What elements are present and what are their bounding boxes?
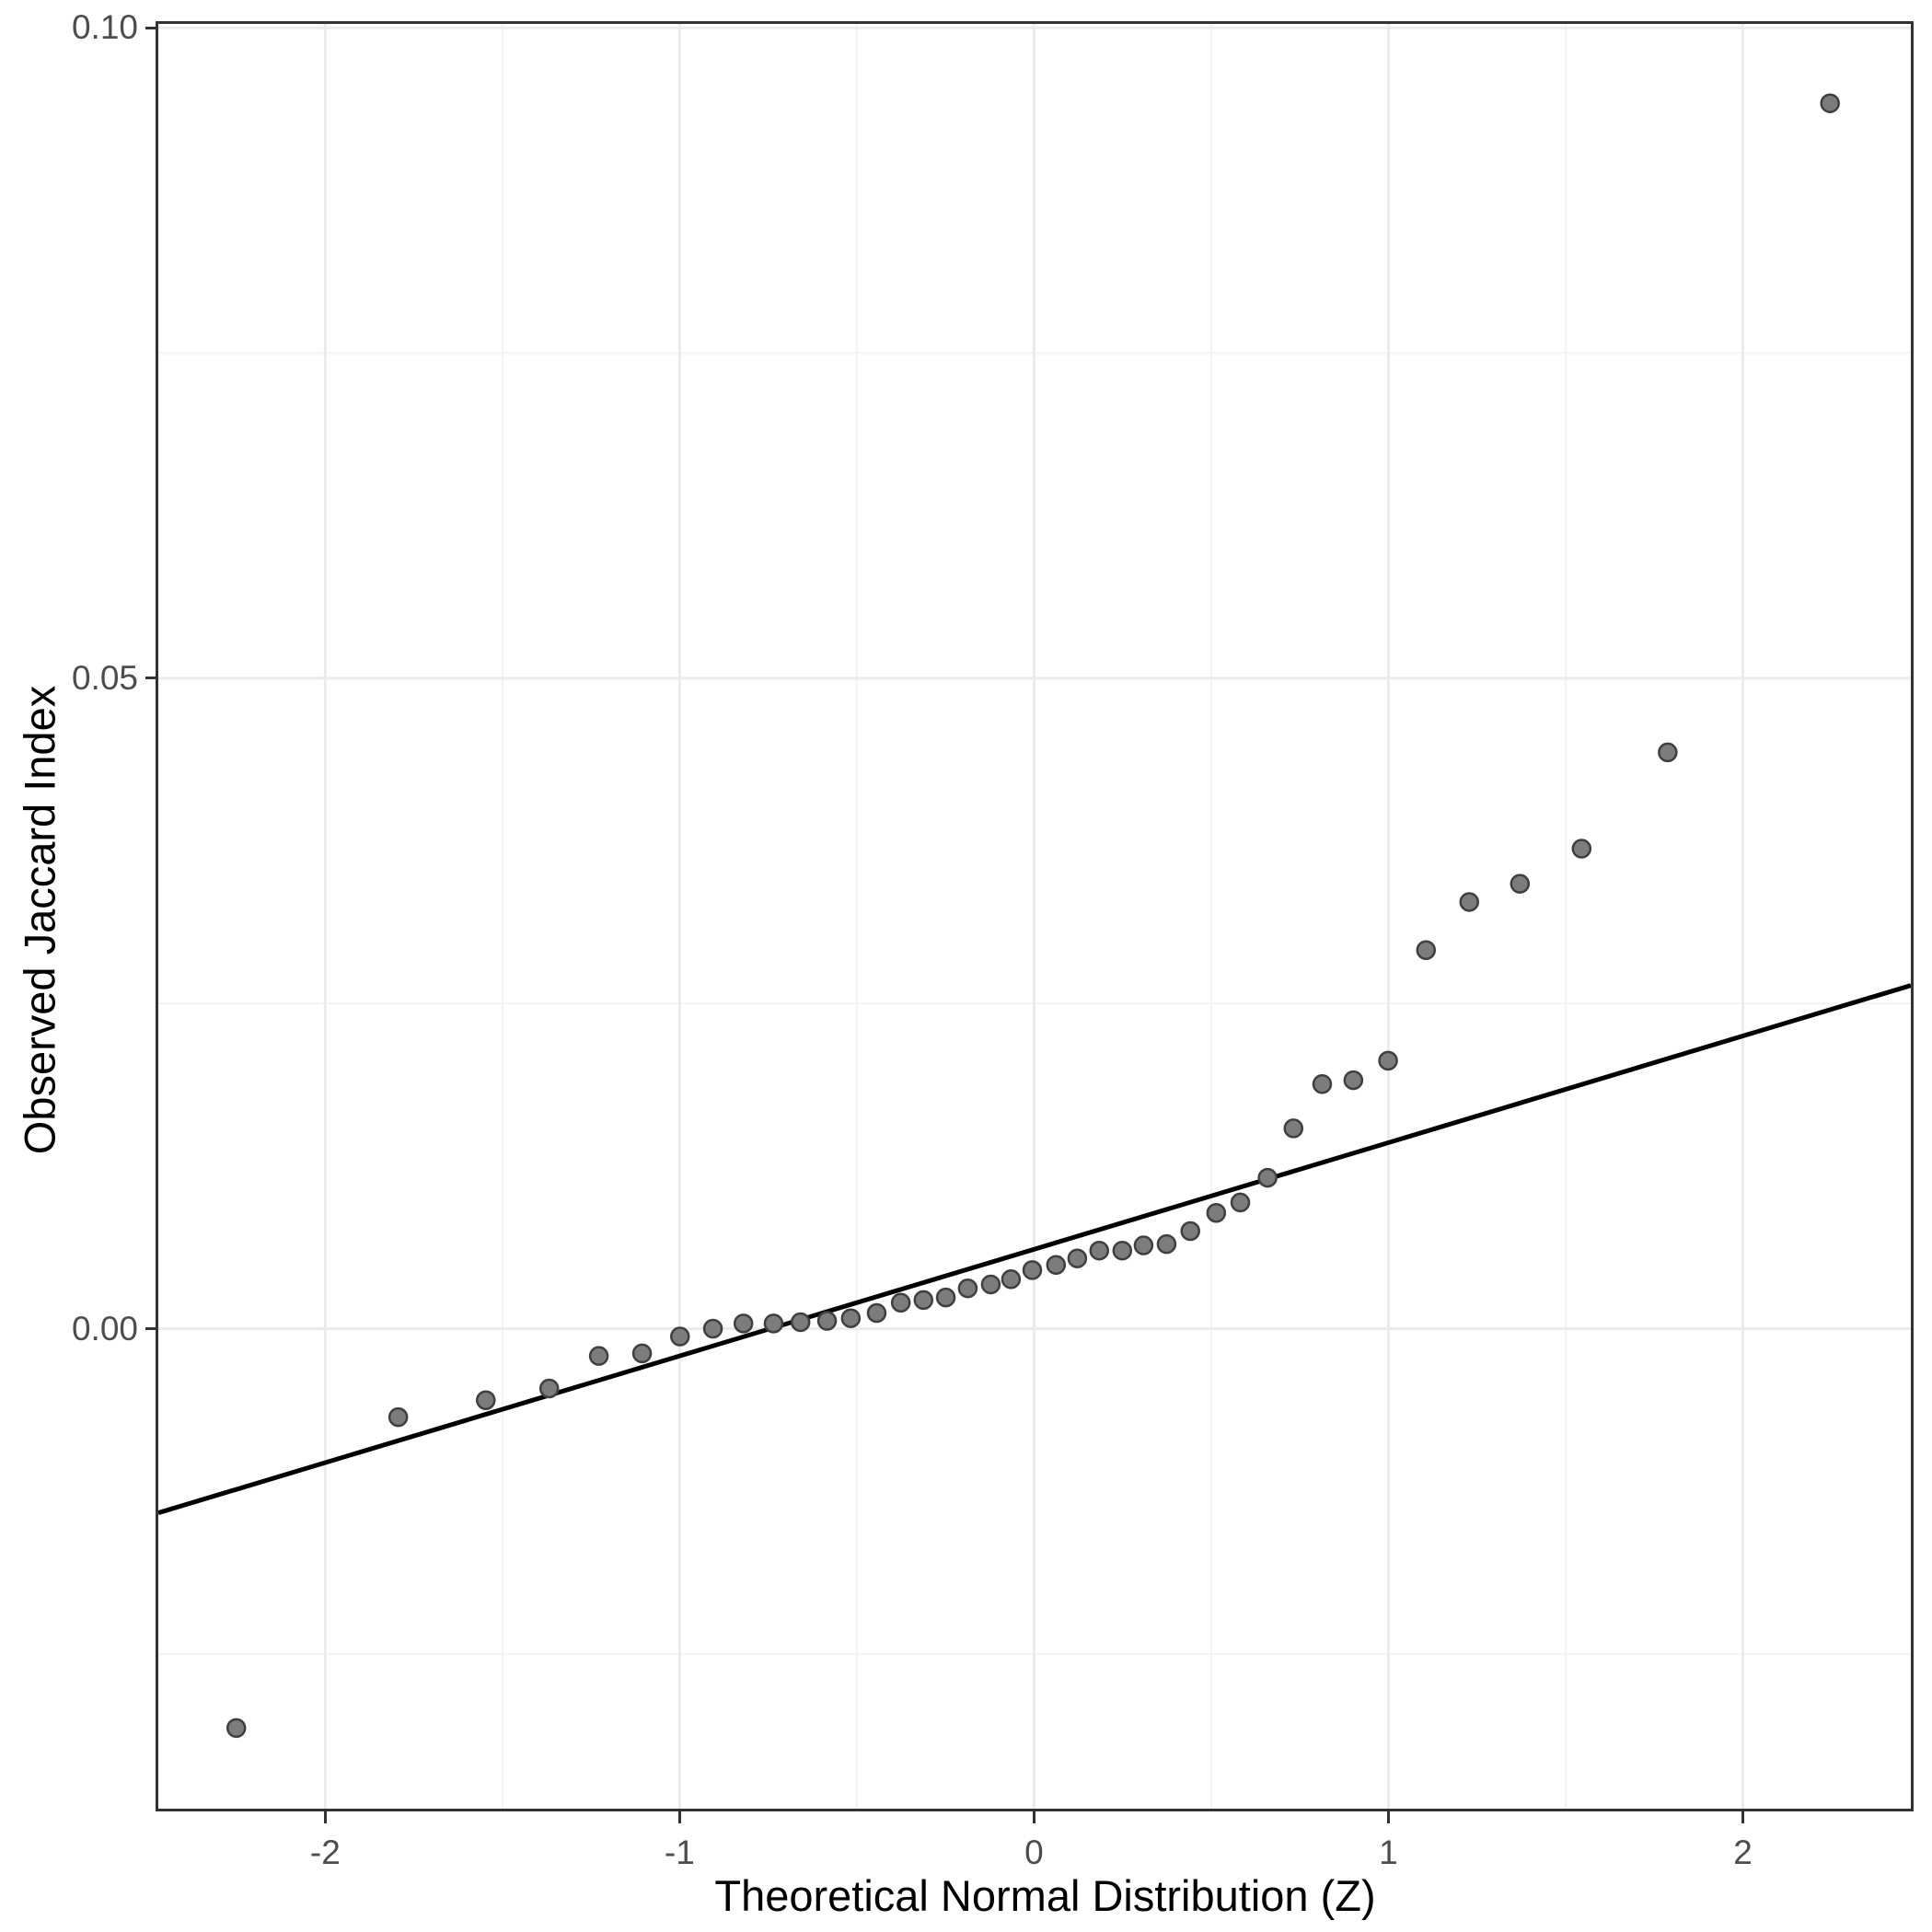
data-point xyxy=(957,1278,978,1299)
data-point xyxy=(1378,1050,1398,1071)
x-axis-tick-mark xyxy=(323,1811,327,1823)
data-point xyxy=(1459,892,1479,912)
data-point xyxy=(1022,1260,1043,1280)
x-axis-tick-label: 0 xyxy=(1024,1834,1044,1871)
data-point xyxy=(913,1290,934,1311)
data-point xyxy=(866,1302,887,1324)
x-axis-tick-mark xyxy=(1386,1811,1390,1823)
x-axis-title: Theoretical Normal Distribution (Z) xyxy=(714,1871,1376,1920)
data-point xyxy=(702,1318,723,1339)
plot-canvas xyxy=(158,24,1911,1809)
data-point xyxy=(1312,1074,1333,1094)
y-axis-title: Observed Jaccard Index xyxy=(15,685,64,1155)
data-point xyxy=(588,1346,609,1366)
data-point xyxy=(1257,1167,1278,1188)
y-axis-tick-label: 0.10 xyxy=(71,8,138,47)
data-point xyxy=(840,1308,862,1328)
data-point xyxy=(1046,1255,1067,1276)
data-point xyxy=(1067,1248,1088,1268)
data-point xyxy=(631,1343,653,1364)
data-point xyxy=(935,1287,956,1308)
x-axis-tick-label: -2 xyxy=(309,1834,341,1871)
data-point xyxy=(1343,1070,1364,1091)
x-axis-tick-mark xyxy=(1032,1811,1035,1823)
y-axis-tick-mark xyxy=(145,26,157,29)
data-point xyxy=(388,1406,409,1428)
data-point xyxy=(763,1313,784,1334)
data-point xyxy=(1001,1269,1022,1290)
data-point xyxy=(226,1718,247,1739)
data-point xyxy=(1820,93,1840,113)
data-point xyxy=(538,1378,560,1399)
data-point xyxy=(890,1292,911,1313)
y-axis-tick-mark xyxy=(145,1327,157,1330)
x-axis-tick-label: 1 xyxy=(1379,1834,1398,1871)
data-point xyxy=(670,1326,690,1347)
x-axis-tick-label: 2 xyxy=(1733,1834,1753,1871)
data-point xyxy=(1206,1202,1227,1223)
data-point xyxy=(1112,1240,1133,1261)
data-point xyxy=(476,1390,496,1410)
y-axis-tick-mark xyxy=(145,677,157,680)
data-point xyxy=(1230,1192,1251,1213)
data-point xyxy=(1416,940,1437,960)
data-point xyxy=(980,1274,1001,1295)
reference-line xyxy=(158,983,1911,1516)
data-point xyxy=(1571,839,1592,859)
data-point xyxy=(1156,1233,1177,1255)
x-axis-tick-label: -1 xyxy=(664,1834,695,1871)
data-point xyxy=(1510,873,1531,894)
data-point xyxy=(1283,1118,1304,1139)
y-axis-tick-label: 0.05 xyxy=(71,658,138,697)
data-point xyxy=(1133,1235,1154,1255)
x-axis-tick-mark xyxy=(1741,1811,1744,1823)
y-axis-tick-label: 0.00 xyxy=(71,1309,138,1348)
data-point xyxy=(790,1312,811,1333)
data-point xyxy=(816,1311,838,1331)
data-point xyxy=(733,1313,754,1334)
data-point xyxy=(1658,742,1678,763)
data-point xyxy=(1089,1240,1110,1261)
data-point xyxy=(1180,1221,1200,1242)
x-axis-tick-mark xyxy=(677,1811,681,1823)
